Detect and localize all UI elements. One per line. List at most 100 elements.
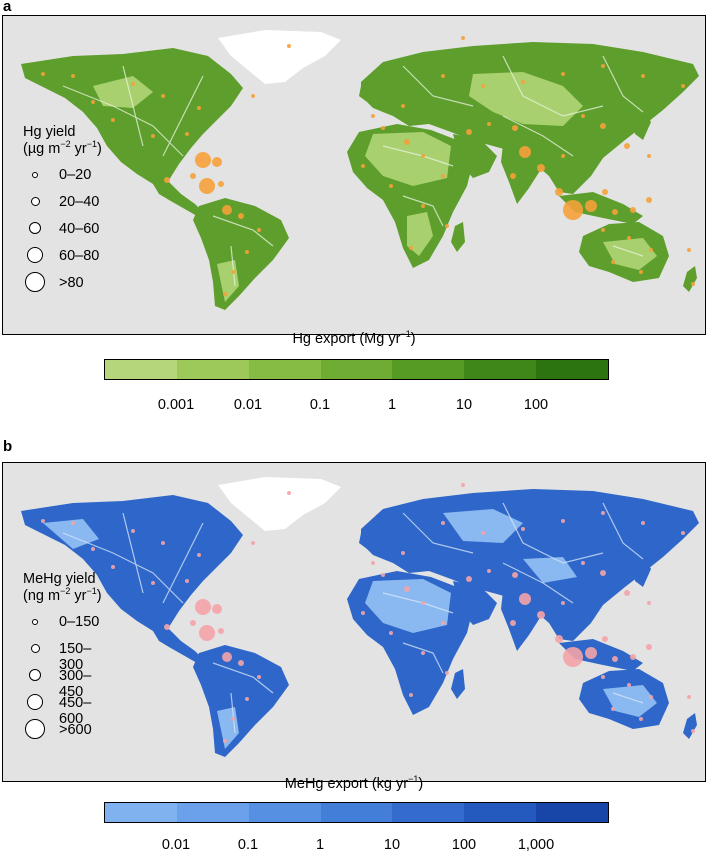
yield-circle — [537, 164, 545, 172]
yield-circle — [361, 164, 365, 168]
yield-circle — [555, 188, 563, 196]
yield-circle — [91, 547, 95, 551]
yield-circle — [161, 541, 165, 545]
yield-circle — [238, 660, 244, 666]
yield-circle — [602, 636, 608, 642]
yield-circle — [71, 74, 75, 78]
yield-circle — [91, 100, 95, 104]
legend-item: >600 — [23, 717, 102, 744]
yield-circle — [627, 236, 631, 240]
legend-item: 20–40 — [23, 189, 102, 216]
yield-circle — [563, 200, 583, 220]
arabia — [453, 134, 497, 178]
legend-title: MeHg yield — [23, 571, 96, 587]
yield-circle — [371, 114, 375, 118]
yield-circle — [461, 36, 465, 40]
yield-circle — [441, 621, 445, 625]
yield-circle — [521, 527, 525, 531]
yield-circle — [639, 717, 643, 721]
yield-circle — [649, 695, 653, 699]
basin-boundaries — [62, 55, 644, 287]
south-america — [193, 645, 289, 757]
yield-circle — [510, 620, 516, 626]
tick-label: 0.01 — [161, 837, 191, 853]
yield-circle — [185, 132, 189, 136]
yield-circle — [197, 553, 201, 557]
yield-circle — [646, 644, 652, 650]
tick-label: 1 — [387, 397, 397, 413]
yield-circle — [164, 624, 170, 630]
yield-circle — [257, 675, 261, 679]
colorbar-swatch — [176, 803, 249, 822]
yield-circle — [185, 579, 189, 583]
yield-circle — [630, 654, 636, 660]
uk — [359, 525, 375, 549]
south-america — [193, 198, 289, 310]
japan — [633, 555, 651, 587]
yield-circle — [371, 561, 375, 565]
japan — [633, 108, 651, 140]
yield-circle — [627, 683, 631, 687]
yield-circle — [381, 573, 385, 577]
yield-circle — [512, 572, 518, 578]
yield-circle — [190, 620, 196, 626]
yield-circle — [466, 129, 472, 135]
yield-circle — [681, 531, 685, 535]
tick-label: 0.01 — [233, 397, 263, 413]
yield-circle — [624, 143, 630, 149]
yield-circle — [131, 529, 135, 533]
hg-colorbar-ticks: 0.001 0.01 0.1 1 10 100 — [0, 397, 708, 417]
yield-circle — [111, 565, 115, 569]
yield-circle — [212, 604, 222, 614]
yield-circle — [555, 635, 563, 643]
yield-circle — [641, 521, 645, 525]
yield-circle — [481, 84, 485, 88]
tick-label: 0.001 — [157, 397, 195, 413]
yield-circle — [561, 601, 565, 605]
mehg-colorbar-ticks: 0.01 0.1 1 10 100 1,000 — [0, 837, 708, 857]
hg-colorbar-title: Hg export (Mg yr−1) — [292, 329, 416, 347]
india — [501, 144, 543, 204]
yield-circle — [199, 625, 215, 641]
yield-circle — [461, 483, 465, 487]
yield-circle — [222, 652, 232, 662]
tick-label: 10 — [455, 397, 473, 413]
yield-circle — [231, 717, 235, 721]
yield-circle — [519, 146, 531, 158]
basin-boundaries — [62, 502, 644, 734]
yield-circle — [646, 197, 652, 203]
north-america — [21, 48, 243, 192]
yield-circle — [238, 213, 244, 219]
se-asia-islands — [559, 639, 643, 671]
legend-item: 150–300 — [23, 636, 102, 673]
yield-circle — [218, 181, 224, 187]
yield-circle — [521, 80, 525, 84]
yield-circle — [630, 207, 636, 213]
colorbar-swatch — [536, 360, 609, 379]
yield-circle — [487, 569, 491, 573]
yield-circle — [647, 601, 651, 605]
yield-circle — [231, 270, 235, 274]
yield-circle — [251, 541, 255, 545]
yield-circle — [611, 707, 615, 711]
yield-circle — [199, 178, 215, 194]
yield-circle — [409, 246, 413, 250]
yield-circle — [624, 590, 630, 596]
yield-circle — [687, 248, 691, 252]
yield-circle — [401, 104, 405, 108]
light-regions — [93, 72, 657, 302]
yield-circle — [601, 675, 605, 679]
mehg-colorbar-title: MeHg export (kg yr−1) — [284, 774, 424, 792]
hg-yield-legend: Hg yield (µg m−2 yr−1) 0–20 20–40 40–60 … — [23, 124, 102, 297]
yield-circle — [687, 695, 691, 699]
greenland — [218, 30, 341, 84]
yield-circle — [401, 551, 405, 555]
yield-circle — [649, 248, 653, 252]
colorbar-swatch — [320, 803, 393, 822]
legend-item: 300–450 — [23, 663, 102, 700]
yield-circle — [581, 561, 585, 565]
yield-circle — [441, 174, 445, 178]
yield-circle — [466, 576, 472, 582]
colorbar-swatch — [248, 360, 321, 379]
yield-circles — [41, 36, 695, 296]
